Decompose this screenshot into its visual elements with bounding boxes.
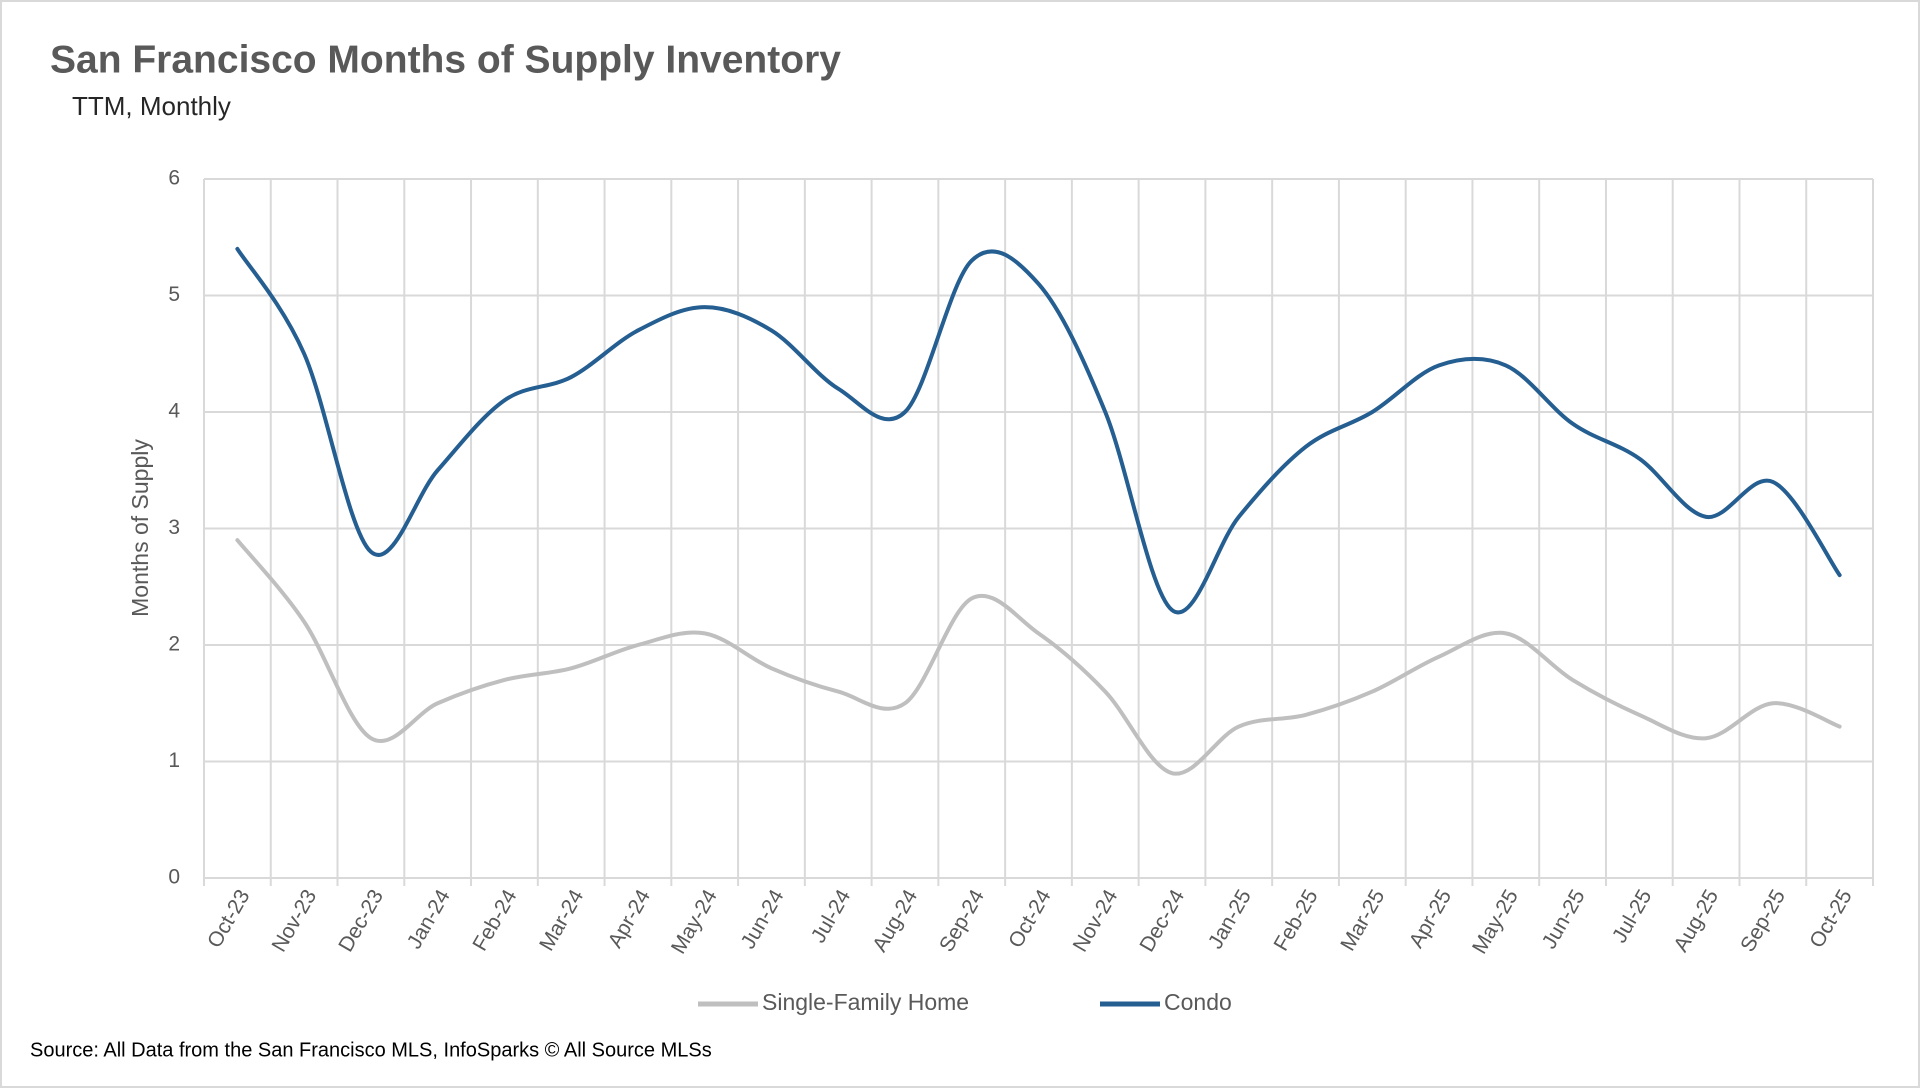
source-note: Source: All Data from the San Francisco … [30, 1039, 712, 1061]
chart-title: San Francisco Months of Supply Inventory [50, 38, 841, 81]
legend-label: Single-Family Home [762, 989, 969, 1015]
series-line [235, 538, 1842, 776]
y-tick-label: 4 [168, 400, 180, 423]
y-tick-label: 5 [168, 283, 180, 306]
y-tick-label: 0 [168, 866, 180, 889]
y-tick-label: 1 [168, 749, 180, 772]
y-axis-label: Months of Supply [127, 439, 153, 617]
y-tick-label: 6 [168, 167, 180, 190]
y-tick-label: 3 [168, 516, 180, 539]
legend-label: Condo [1164, 989, 1232, 1015]
series-line [235, 246, 1842, 615]
y-tick-label: 2 [168, 633, 180, 656]
chart-subtitle: TTM, Monthly [72, 91, 231, 121]
